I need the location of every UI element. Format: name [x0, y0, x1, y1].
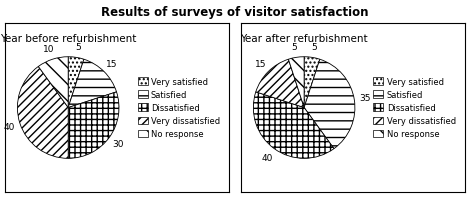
- Wedge shape: [289, 57, 304, 108]
- Title: Year after refurbishment: Year after refurbishment: [240, 34, 368, 44]
- Text: 35: 35: [360, 94, 371, 103]
- Text: 30: 30: [113, 140, 124, 149]
- Text: 5: 5: [75, 43, 81, 52]
- Text: Results of surveys of visitor satisfaction: Results of surveys of visitor satisfacti…: [101, 6, 369, 19]
- Wedge shape: [253, 92, 334, 159]
- Wedge shape: [39, 57, 68, 108]
- Text: 5: 5: [291, 43, 298, 52]
- Wedge shape: [304, 60, 355, 149]
- Legend: Very satisfied, Satisfied, Dissatisfied, Very dissatisfied, No response: Very satisfied, Satisfied, Dissatisfied,…: [372, 76, 458, 140]
- Text: 40: 40: [262, 153, 274, 162]
- Wedge shape: [17, 67, 68, 159]
- Wedge shape: [68, 57, 84, 108]
- Text: 40: 40: [4, 123, 15, 132]
- Wedge shape: [304, 57, 320, 108]
- Title: Year before refurbishment: Year before refurbishment: [0, 34, 136, 44]
- Text: 15: 15: [255, 60, 266, 69]
- Text: 5: 5: [311, 43, 317, 52]
- Wedge shape: [68, 60, 117, 108]
- Text: 10: 10: [43, 45, 55, 54]
- Wedge shape: [68, 92, 119, 159]
- Wedge shape: [256, 60, 304, 108]
- Legend: Very satisfied, Satisfied, Dissatisfied, Very dissatisfied, No response: Very satisfied, Satisfied, Dissatisfied,…: [136, 76, 222, 140]
- Text: 15: 15: [106, 60, 118, 69]
